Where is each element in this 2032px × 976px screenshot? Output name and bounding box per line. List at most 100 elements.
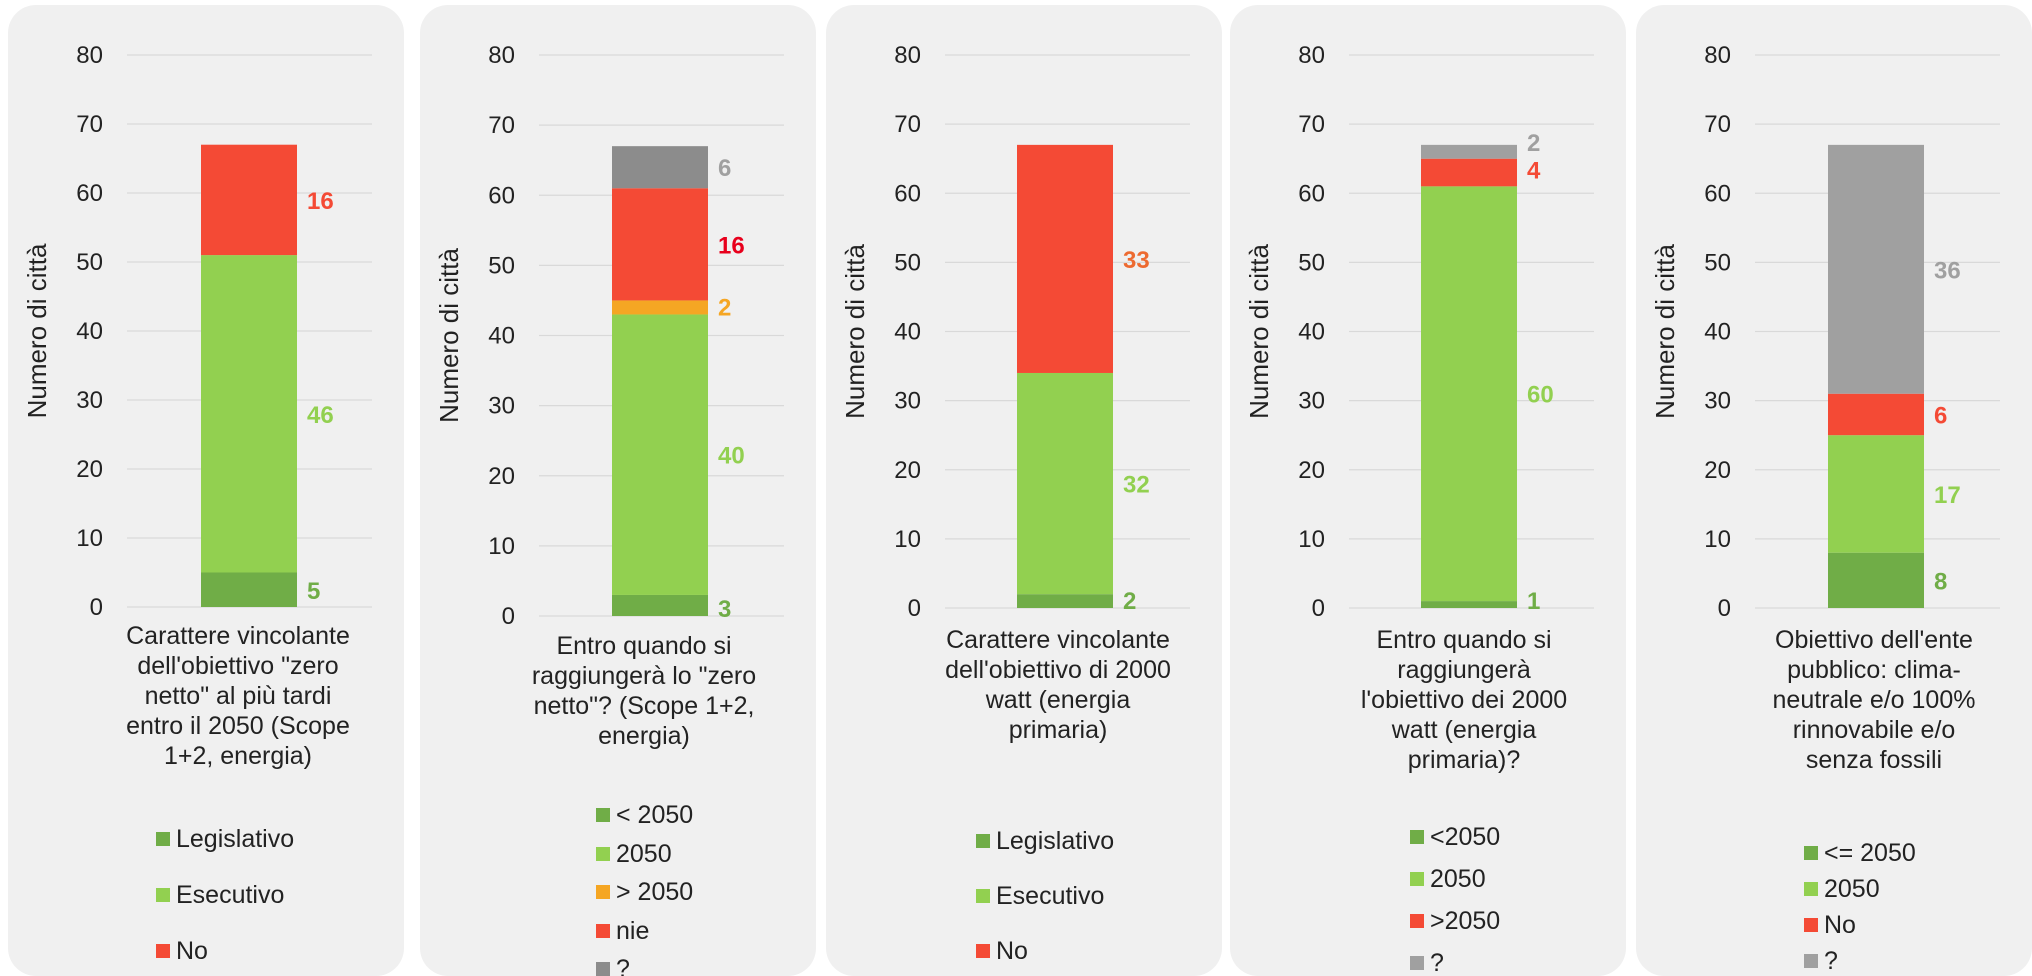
bar-segment bbox=[612, 188, 708, 301]
legend-label: 2050 bbox=[1430, 865, 1486, 893]
legend-swatch bbox=[156, 888, 170, 902]
y-tick-label: 50 bbox=[76, 249, 103, 276]
chart-panel-3: 0 10 20 30 40 50 60 70 80 Numero di città 2 32 33 Ca… bbox=[826, 5, 1222, 976]
data-label: 33 bbox=[1123, 247, 1150, 274]
y-tick-label: 40 bbox=[488, 323, 515, 350]
data-label: 60 bbox=[1527, 382, 1554, 409]
y-tick-label: 10 bbox=[1704, 526, 1731, 553]
legend-swatch bbox=[596, 923, 610, 938]
y-tick-label: 50 bbox=[894, 249, 921, 276]
y-axis-title: Numero di città bbox=[1650, 244, 1680, 419]
data-label: 6 bbox=[718, 155, 731, 182]
y-axis-title: Numero di città bbox=[840, 244, 870, 419]
y-tick-label: 20 bbox=[76, 456, 103, 483]
legend-item: No bbox=[1804, 911, 1856, 940]
y-tick-label: 40 bbox=[76, 318, 103, 345]
legend-item: > 2050 bbox=[596, 878, 693, 907]
data-label: 5 bbox=[307, 578, 320, 605]
legend-label: Legislativo bbox=[996, 827, 1115, 855]
chart-panel-4: 0 10 20 30 40 50 60 70 80 Numero di città 1 60 4 2 En… bbox=[1230, 5, 1626, 976]
legend-item: Esecutivo bbox=[156, 881, 284, 910]
legend-item: 2050 bbox=[1804, 875, 1880, 904]
data-label: 46 bbox=[307, 402, 334, 429]
chart-plot-3: 0 10 20 30 40 50 60 70 80 Numero di città 2 32 33 bbox=[840, 42, 1190, 622]
legend-item: < 2050 bbox=[596, 801, 693, 830]
legend-item: ? bbox=[1804, 947, 1838, 976]
y-axis-title: Numero di città bbox=[434, 248, 464, 423]
y-tick-label: 0 bbox=[1312, 595, 1325, 622]
legend-label: ? bbox=[1430, 949, 1444, 976]
data-label: 1 bbox=[1527, 588, 1540, 615]
legend-swatch bbox=[1804, 846, 1818, 860]
legend-swatch bbox=[596, 962, 610, 976]
y-tick-label: 70 bbox=[1704, 111, 1731, 138]
y-tick-label: 70 bbox=[488, 112, 515, 139]
bar-segment bbox=[1421, 144, 1517, 159]
legend-label: ? bbox=[616, 955, 630, 976]
category-label-4: Entro quando si raggiungerà l'obiettivo … bbox=[1360, 626, 1568, 774]
y-tick-label: 70 bbox=[1298, 111, 1325, 138]
legend-item: No bbox=[976, 937, 1028, 966]
legend-swatch bbox=[1410, 830, 1424, 844]
y-tick-label: 50 bbox=[1704, 249, 1731, 276]
legend-label: No bbox=[176, 937, 208, 965]
y-tick-label: 80 bbox=[1704, 42, 1731, 69]
y-tick-label: 10 bbox=[894, 526, 921, 553]
legend-item: Esecutivo bbox=[976, 882, 1104, 911]
chart-panel-1: 0 10 20 30 40 50 60 70 80 Numero di città 5 46 16 Ca… bbox=[8, 5, 404, 976]
chart-panel-5: 0 10 20 30 40 50 60 70 80 Numero di città 8 17 6 36 O… bbox=[1636, 5, 2032, 976]
y-tick-label: 10 bbox=[76, 525, 103, 552]
y-tick-label: 70 bbox=[76, 111, 103, 138]
legend-item: ? bbox=[1410, 949, 1444, 976]
y-tick-label: 20 bbox=[488, 463, 515, 490]
y-tick-label: 80 bbox=[1298, 42, 1325, 69]
legend-label: Legislativo bbox=[176, 825, 295, 853]
y-tick-label: 40 bbox=[1704, 319, 1731, 346]
legend-label: Esecutivo bbox=[176, 881, 285, 909]
y-tick-label: 20 bbox=[894, 457, 921, 484]
y-tick-label: 50 bbox=[1298, 249, 1325, 276]
y-tick-label: 60 bbox=[488, 182, 515, 209]
data-label: 16 bbox=[718, 232, 745, 259]
bar-segment bbox=[201, 572, 297, 607]
legend-item: <2050 bbox=[1410, 823, 1500, 852]
bar-segment bbox=[201, 255, 297, 573]
legend-item: >2050 bbox=[1410, 907, 1500, 936]
bar-segment bbox=[1017, 594, 1113, 608]
bar-segment bbox=[201, 144, 297, 256]
y-tick-label: 30 bbox=[1298, 388, 1325, 415]
legend-swatch bbox=[976, 889, 990, 903]
legend-label: < 2050 bbox=[616, 801, 694, 829]
y-tick-label: 80 bbox=[894, 42, 921, 69]
legend-swatch bbox=[156, 944, 170, 958]
bar-segment bbox=[612, 300, 708, 315]
legend-item: Legislativo bbox=[156, 825, 294, 854]
y-tick-label: 10 bbox=[488, 533, 515, 560]
legend-swatch bbox=[976, 944, 990, 958]
legend-swatch bbox=[596, 885, 610, 899]
data-label: 4 bbox=[1527, 158, 1541, 185]
legend-swatch bbox=[1410, 914, 1424, 928]
bar-segment bbox=[1017, 144, 1113, 373]
bar-segment bbox=[1421, 186, 1517, 602]
legend-label: ? bbox=[1824, 947, 1838, 975]
y-tick-label: 30 bbox=[488, 393, 515, 420]
bar-segment bbox=[612, 594, 708, 616]
y-tick-label: 0 bbox=[908, 595, 921, 622]
y-tick-label: 30 bbox=[1704, 388, 1731, 415]
legend-item: nie bbox=[596, 917, 649, 946]
y-tick-label: 0 bbox=[90, 594, 103, 621]
legend-label: 2050 bbox=[1824, 875, 1880, 903]
y-axis-title: Numero di città bbox=[22, 243, 52, 418]
legend-item: <= 2050 bbox=[1804, 839, 1916, 868]
data-label: 6 bbox=[1934, 402, 1947, 429]
data-label: 16 bbox=[307, 188, 334, 215]
legend-label: No bbox=[996, 937, 1028, 965]
y-tick-label: 70 bbox=[894, 111, 921, 138]
category-label-5: Obiettivo dell'ente pubblico: clima-neut… bbox=[1772, 626, 1976, 774]
legend-label: <= 2050 bbox=[1824, 839, 1916, 867]
y-tick-label: 0 bbox=[1718, 595, 1731, 622]
legend-swatch bbox=[1804, 918, 1818, 932]
y-tick-label: 20 bbox=[1298, 457, 1325, 484]
data-label: 2 bbox=[1527, 130, 1540, 157]
